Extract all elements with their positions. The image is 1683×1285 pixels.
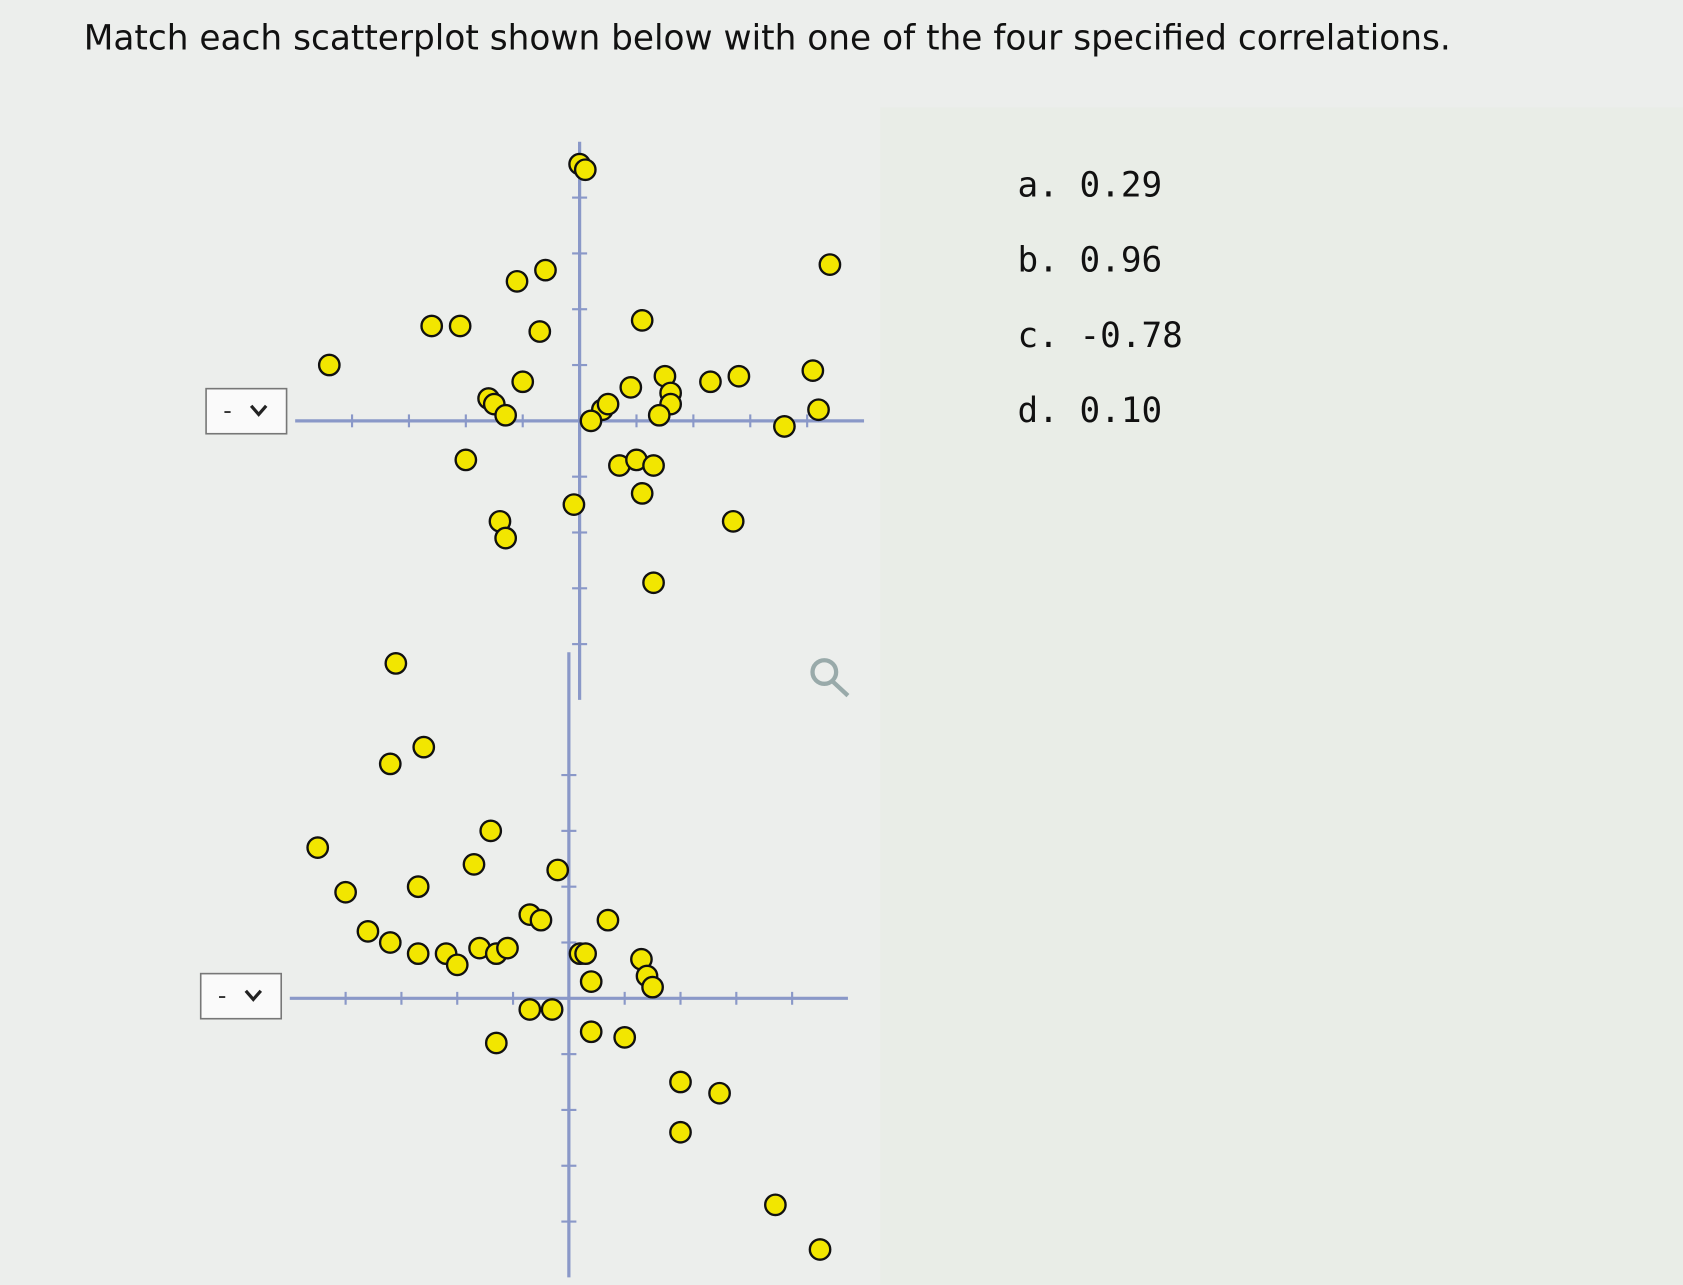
choice: d. 0.10 bbox=[1018, 391, 1163, 431]
point bbox=[669, 1120, 692, 1144]
point bbox=[445, 953, 469, 977]
point bbox=[412, 735, 436, 759]
point bbox=[484, 1031, 508, 1055]
point bbox=[378, 752, 402, 776]
point bbox=[801, 359, 825, 382]
point bbox=[384, 652, 408, 675]
point bbox=[596, 392, 620, 416]
point bbox=[613, 1026, 637, 1049]
point bbox=[378, 931, 402, 954]
point bbox=[708, 1081, 731, 1105]
point bbox=[562, 493, 586, 516]
point bbox=[574, 942, 597, 966]
point bbox=[641, 975, 664, 999]
point bbox=[505, 269, 529, 293]
point bbox=[579, 1020, 603, 1044]
scatterplot bbox=[289, 652, 848, 1278]
question: Match each scatterplot shown below with … bbox=[84, 18, 1451, 58]
point bbox=[619, 375, 643, 399]
point bbox=[494, 403, 518, 427]
point bbox=[596, 908, 620, 932]
point bbox=[528, 320, 552, 343]
point bbox=[642, 454, 665, 477]
zoom-icon[interactable] bbox=[810, 658, 850, 698]
point bbox=[546, 858, 570, 882]
point bbox=[529, 908, 553, 932]
point bbox=[406, 942, 430, 966]
point bbox=[454, 448, 478, 472]
pane bbox=[880, 107, 1683, 1285]
dropdown-box[interactable] bbox=[205, 387, 288, 435]
point bbox=[579, 409, 603, 433]
point bbox=[579, 970, 603, 993]
dropdown-value[interactable]: - bbox=[223, 397, 232, 425]
point bbox=[420, 314, 444, 338]
point bbox=[462, 852, 486, 876]
choice: b. 0.96 bbox=[1018, 241, 1163, 281]
point bbox=[334, 880, 357, 904]
point bbox=[808, 1238, 832, 1261]
point bbox=[630, 482, 654, 505]
point bbox=[511, 370, 535, 394]
point bbox=[518, 998, 542, 1021]
dropdown[interactable]: - bbox=[205, 387, 288, 435]
point bbox=[818, 253, 842, 276]
point bbox=[356, 919, 380, 943]
point bbox=[306, 836, 330, 859]
point bbox=[534, 258, 557, 282]
choice: c. -0.78 bbox=[1018, 316, 1183, 356]
point bbox=[699, 370, 722, 394]
point bbox=[647, 403, 671, 427]
dropdown-chevron[interactable] bbox=[244, 989, 263, 1002]
point bbox=[448, 314, 472, 338]
point bbox=[540, 998, 564, 1021]
dropdown-value[interactable]: - bbox=[218, 982, 227, 1010]
scatterplot bbox=[295, 141, 865, 700]
point bbox=[317, 353, 341, 377]
point bbox=[807, 398, 830, 422]
point bbox=[773, 415, 796, 438]
point bbox=[669, 1070, 692, 1094]
dropdown[interactable]: - bbox=[199, 972, 283, 1020]
point bbox=[642, 571, 665, 595]
point bbox=[406, 875, 430, 899]
point bbox=[727, 364, 751, 388]
point bbox=[479, 819, 503, 843]
dropdown-box[interactable] bbox=[199, 972, 283, 1020]
point bbox=[496, 936, 519, 960]
dropdown-chevron[interactable] bbox=[249, 404, 268, 417]
choice: a. 0.29 bbox=[1018, 166, 1163, 206]
point bbox=[630, 309, 654, 332]
point bbox=[764, 1193, 787, 1217]
point bbox=[494, 526, 518, 550]
point bbox=[573, 158, 597, 182]
point bbox=[721, 509, 745, 533]
